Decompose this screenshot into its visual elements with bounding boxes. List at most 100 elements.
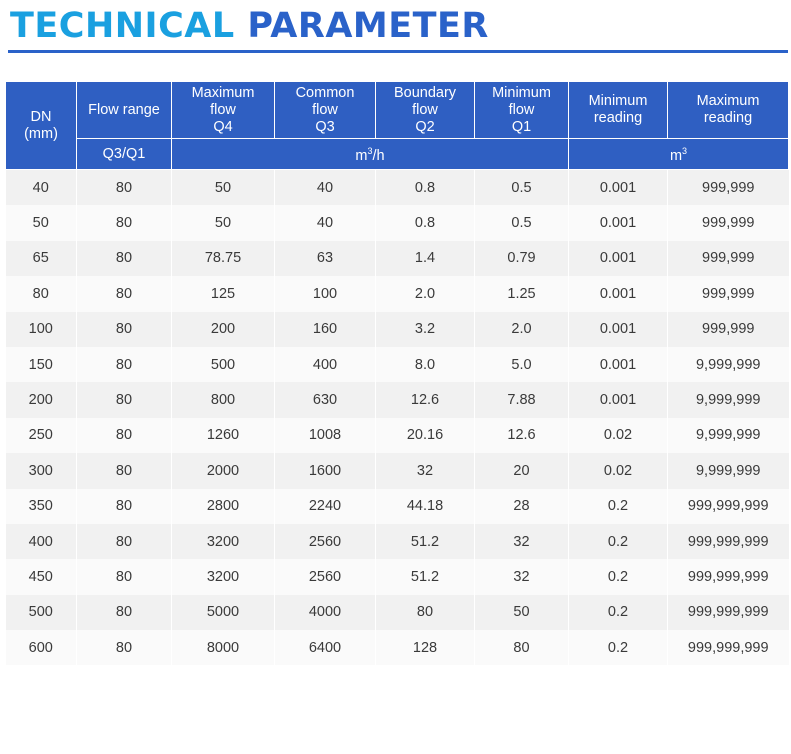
cell-max-flow: 500 [171,346,275,383]
cell-boundary-flow: 44.18 [375,488,475,524]
cell-max-reading: 999,999 [667,169,789,206]
cell-minimum-flow: 2.0 [474,311,569,347]
cell-boundary-flow: 0.8 [375,169,475,206]
title-underline [8,50,788,53]
cell-dn: 150 [5,346,77,383]
cell-dn: 200 [5,382,77,418]
cell-max-flow: 200 [171,311,275,347]
cell-common-flow: 40 [274,169,376,206]
cell-max-reading: 9,999,999 [667,346,789,383]
cell-max-flow: 125 [171,276,275,312]
cell-common-flow: 2560 [274,523,376,560]
cell-max-reading: 999,999 [667,276,789,312]
cell-minimum-flow: 32 [474,523,569,560]
cell-flow-range: 80 [76,346,172,383]
cell-common-flow: 160 [274,311,376,347]
cell-dn: 250 [5,417,77,454]
cell-min-reading: 0.2 [568,488,668,524]
cell-min-reading: 0.2 [568,594,668,631]
page-title-part1: TECHNICAL [10,6,235,46]
cell-flow-range: 80 [76,453,172,489]
cell-dn: 450 [5,559,77,595]
cell-min-reading: 0.001 [568,169,668,206]
cell-boundary-flow: 80 [375,594,475,631]
cell-common-flow: 100 [274,276,376,312]
table-row: 450 80 3200 2560 51.2 32 0.2 999,999,999 [5,559,789,595]
header-flow-range: Flow range [76,81,172,139]
cell-common-flow: 630 [274,382,376,418]
cell-max-reading: 9,999,999 [667,382,789,418]
cell-dn: 50 [5,205,77,241]
cell-dn: 40 [5,169,77,206]
header-min-reading-line1: Minimum [588,93,648,109]
cell-flow-range: 80 [76,382,172,418]
cell-boundary-flow: 8.0 [375,346,475,383]
cell-minimum-flow: 5.0 [474,346,569,383]
cell-dn: 600 [5,630,77,666]
cell-boundary-flow: 12.6 [375,382,475,418]
table-row: 300 80 2000 1600 32 20 0.02 9,999,999 [5,453,789,489]
header-minimum-flow-line1: Minimum [492,84,551,101]
header-common-flow-line3: Q3 [315,118,335,135]
cell-common-flow: 6400 [274,630,376,666]
header-boundary-flow-line1: Boundary [393,84,457,101]
table-row: 50 80 50 40 0.8 0.5 0.001 999,999 [5,205,789,241]
header-boundary-flow: Boundary flow Q2 [375,81,475,139]
cell-boundary-flow: 2.0 [375,276,475,312]
cell-dn: 300 [5,453,77,489]
cell-max-reading: 999,999,999 [667,488,789,524]
cell-common-flow: 2560 [274,559,376,595]
table-row: 100 80 200 160 3.2 2.0 0.001 999,999 [5,311,789,347]
header-max-flow-line1: Maximum [191,84,255,101]
cell-dn: 100 [5,311,77,347]
header-max-reading: Maximum reading [667,81,789,139]
cell-max-flow: 50 [171,169,275,206]
cell-min-reading: 0.02 [568,453,668,489]
flow-unit-suffix: /h [372,147,385,164]
cell-boundary-flow: 20.16 [375,417,475,454]
table-header: DN (mm) Flow range Maximum flow Q4 Commo… [5,81,789,170]
cell-min-reading: 0.2 [568,523,668,560]
cell-minimum-flow: 50 [474,594,569,631]
page-header: TECHNICAL PARAMETER [8,0,788,60]
header-min-reading: Minimum reading [568,81,668,139]
header-flow-range-sub: Q3/Q1 [76,138,172,170]
table-row: 350 80 2800 2240 44.18 28 0.2 999,999,999 [5,488,789,524]
header-minimum-flow-line3: Q1 [511,118,532,135]
cell-max-flow: 1260 [171,417,275,454]
cell-boundary-flow: 1.4 [375,240,475,277]
cell-max-reading: 9,999,999 [667,417,789,454]
cell-common-flow: 1600 [274,453,376,489]
cell-max-reading: 999,999,999 [667,523,789,560]
cell-max-reading: 999,999 [667,205,789,241]
technical-parameter-table: DN (mm) Flow range Maximum flow Q4 Commo… [5,81,789,666]
cell-flow-range: 80 [76,311,172,347]
cell-flow-range: 80 [76,559,172,595]
header-flow-unit: m3/h [171,138,569,170]
cell-dn: 80 [5,276,77,312]
header-max-flow-line2: flow [210,101,236,118]
cell-dn: 400 [5,523,77,560]
cell-max-flow: 50 [171,205,275,241]
cell-flow-range: 80 [76,169,172,206]
cell-boundary-flow: 128 [375,630,475,666]
header-max-flow: Maximum flow Q4 [171,81,275,139]
cell-minimum-flow: 0.5 [474,205,569,241]
header-dn-unit: (mm) [24,125,58,142]
cell-common-flow: 40 [274,205,376,241]
table-row: 600 80 8000 6400 128 80 0.2 999,999,999 [5,630,789,666]
cell-flow-range: 80 [76,417,172,454]
cell-common-flow: 2240 [274,488,376,524]
cell-max-reading: 999,999 [667,311,789,347]
cell-max-flow: 3200 [171,559,275,595]
cell-max-flow: 2000 [171,453,275,489]
cell-min-reading: 0.02 [568,417,668,454]
cell-min-reading: 0.2 [568,630,668,666]
cell-max-reading: 999,999 [667,240,789,277]
cell-minimum-flow: 1.25 [474,276,569,312]
reading-unit-sup: 3 [682,146,688,157]
header-common-flow: Common flow Q3 [274,81,376,139]
cell-flow-range: 80 [76,523,172,560]
table-row: 150 80 500 400 8.0 5.0 0.001 9,999,999 [5,346,789,383]
table-row: 250 80 1260 1008 20.16 12.6 0.02 9,999,999 [5,417,789,454]
